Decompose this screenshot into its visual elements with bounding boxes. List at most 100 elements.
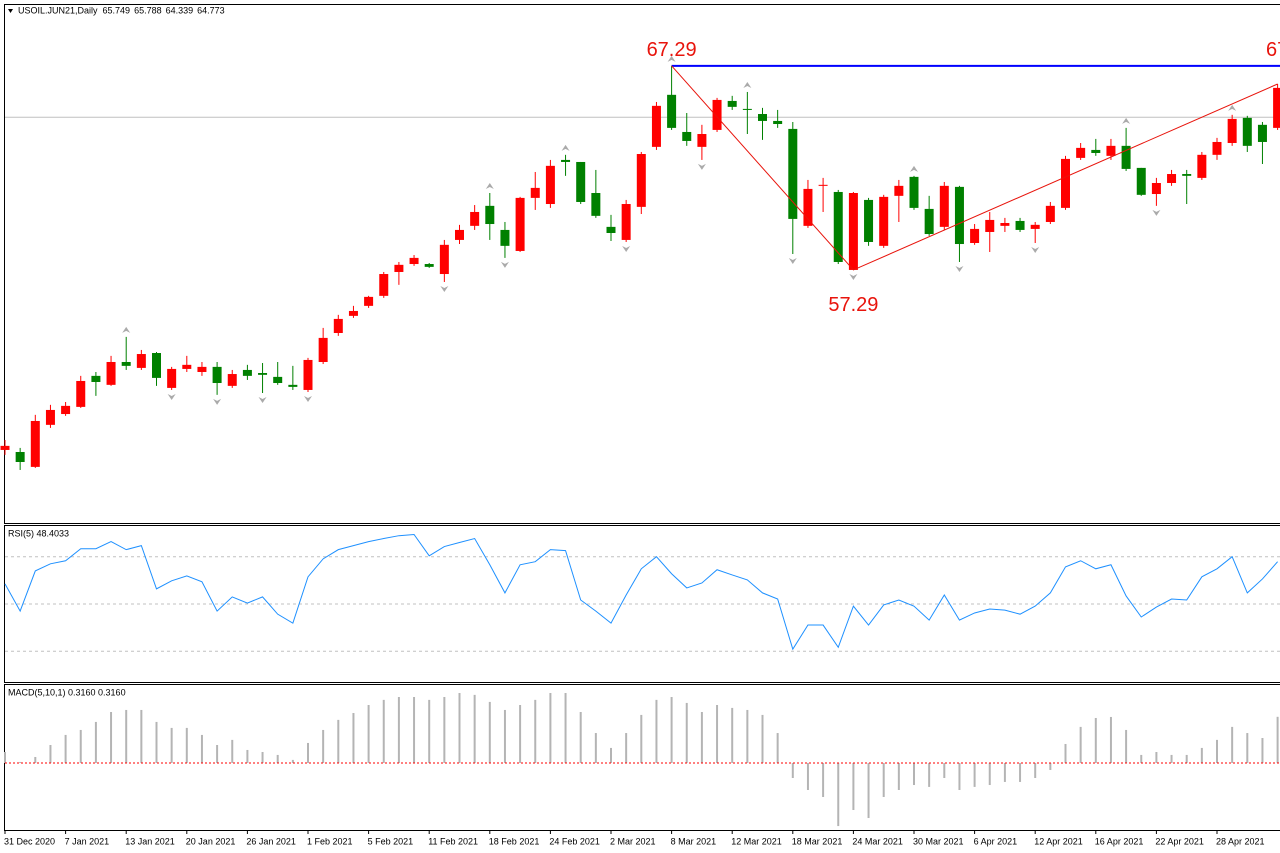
candle-body bbox=[258, 373, 268, 375]
candle-body bbox=[470, 211, 480, 226]
candle-body bbox=[167, 368, 177, 388]
candle-body bbox=[606, 226, 616, 233]
fractal-down bbox=[304, 395, 312, 402]
candle-body bbox=[636, 154, 646, 207]
candle-body bbox=[242, 369, 252, 376]
x-tick-label: 12 Apr 2021 bbox=[1034, 836, 1083, 846]
candle-body bbox=[682, 131, 692, 141]
fractal-down bbox=[788, 258, 797, 265]
candle-body bbox=[576, 161, 586, 202]
x-tick-label: 30 Mar 2021 bbox=[913, 836, 964, 846]
fractal-down bbox=[500, 261, 509, 268]
x-tick-label: 11 Feb 2021 bbox=[428, 836, 478, 846]
candle-body bbox=[848, 192, 858, 270]
candle-body bbox=[1151, 182, 1161, 195]
zigzag-line bbox=[671, 65, 1278, 271]
candle-body bbox=[1061, 158, 1070, 208]
candle-body bbox=[1136, 167, 1146, 195]
fractal-down bbox=[955, 265, 964, 272]
candle-body bbox=[1242, 117, 1252, 146]
collapse-icon[interactable] bbox=[8, 9, 13, 13]
candle-body bbox=[76, 380, 86, 407]
candle-body bbox=[1257, 124, 1267, 142]
x-tick-label: 2 Mar 2021 bbox=[610, 836, 656, 846]
candle-body bbox=[651, 105, 661, 147]
candle-body bbox=[273, 376, 283, 384]
candle-body bbox=[182, 364, 192, 369]
candle-body bbox=[364, 296, 374, 306]
x-tick-label: 18 Mar 2021 bbox=[792, 836, 843, 846]
candle-body bbox=[939, 185, 949, 227]
candle-body bbox=[212, 366, 222, 384]
x-tick-label: 31 Dec 2020 bbox=[4, 836, 55, 846]
candle-body bbox=[970, 228, 980, 243]
candle-body bbox=[485, 205, 495, 225]
main-pane bbox=[4, 4, 1280, 524]
macd-title: MACD(5,10,1) 0.3160 0.3160 bbox=[8, 687, 126, 697]
x-tick-label: 1 Feb 2021 bbox=[307, 836, 353, 846]
candle-body bbox=[924, 208, 934, 235]
symbol-header: USOIL.JUN21,Daily 65.749 65.788 64.339 64.77… bbox=[18, 6, 225, 16]
x-tick-label: 7 Jan 2021 bbox=[65, 836, 110, 846]
candle-body bbox=[727, 100, 737, 107]
fractal-down bbox=[622, 245, 631, 252]
fractal-up bbox=[1228, 104, 1237, 111]
fractal-up bbox=[743, 81, 752, 88]
x-tick-label: 13 Jan 2021 bbox=[125, 836, 175, 846]
candle-body bbox=[1045, 205, 1055, 222]
high-label: 67.29 bbox=[647, 39, 697, 61]
candle-body bbox=[1167, 174, 1177, 183]
fractal-down bbox=[697, 163, 706, 170]
candle-body bbox=[1091, 149, 1101, 153]
candle-body bbox=[545, 165, 555, 205]
candle-body bbox=[15, 451, 25, 462]
candle-body bbox=[773, 120, 783, 125]
candle-body bbox=[909, 176, 919, 208]
high-label-right: 67.29 bbox=[1266, 39, 1280, 61]
candle-body bbox=[30, 420, 40, 467]
rsi-title: RSI(5) 48.4033 bbox=[8, 528, 69, 538]
x-tick-label: 8 Mar 2021 bbox=[671, 836, 717, 846]
x-tick-label: 24 Mar 2021 bbox=[852, 836, 903, 846]
fractal-up bbox=[667, 55, 676, 62]
candle-body bbox=[303, 359, 313, 390]
header-close: 64.773 bbox=[197, 6, 225, 16]
fractal-down bbox=[1031, 246, 1040, 253]
fractal-down bbox=[440, 285, 449, 292]
x-tick-label: 26 Jan 2021 bbox=[246, 836, 296, 846]
candle-body bbox=[1182, 174, 1192, 176]
fractal-down bbox=[167, 393, 176, 400]
candle-body bbox=[1273, 87, 1280, 128]
candle-body bbox=[424, 264, 434, 267]
candle-body bbox=[91, 375, 101, 382]
candle-body bbox=[197, 366, 207, 372]
candle-body bbox=[152, 353, 161, 378]
fractal-up bbox=[485, 182, 494, 189]
x-tick-label: 5 Feb 2021 bbox=[368, 836, 414, 846]
candle-body bbox=[1000, 222, 1010, 226]
header-low: 64.339 bbox=[166, 6, 194, 16]
candle-body bbox=[1227, 118, 1237, 143]
candle-body bbox=[379, 274, 389, 296]
candle-body bbox=[227, 374, 237, 386]
candle-body bbox=[985, 219, 995, 232]
candle-body bbox=[1030, 224, 1040, 229]
candle-body bbox=[758, 114, 767, 121]
candle-body bbox=[136, 354, 146, 368]
candle-body bbox=[864, 199, 874, 242]
fractal-down bbox=[1152, 209, 1161, 216]
x-tick-label: 28 Apr 2021 bbox=[1216, 836, 1265, 846]
candle-body bbox=[621, 204, 631, 240]
x-tick-label: 12 Mar 2021 bbox=[731, 836, 782, 846]
fractal-up bbox=[561, 144, 570, 151]
candle-body bbox=[106, 361, 116, 385]
candle-body bbox=[530, 187, 540, 198]
fractal-up bbox=[910, 165, 918, 172]
candle-body bbox=[1121, 145, 1131, 169]
candle-body bbox=[1106, 145, 1116, 156]
candle-body bbox=[788, 128, 798, 219]
candle-body bbox=[1212, 141, 1222, 155]
candle-body bbox=[818, 184, 828, 186]
candle-body bbox=[409, 257, 419, 265]
